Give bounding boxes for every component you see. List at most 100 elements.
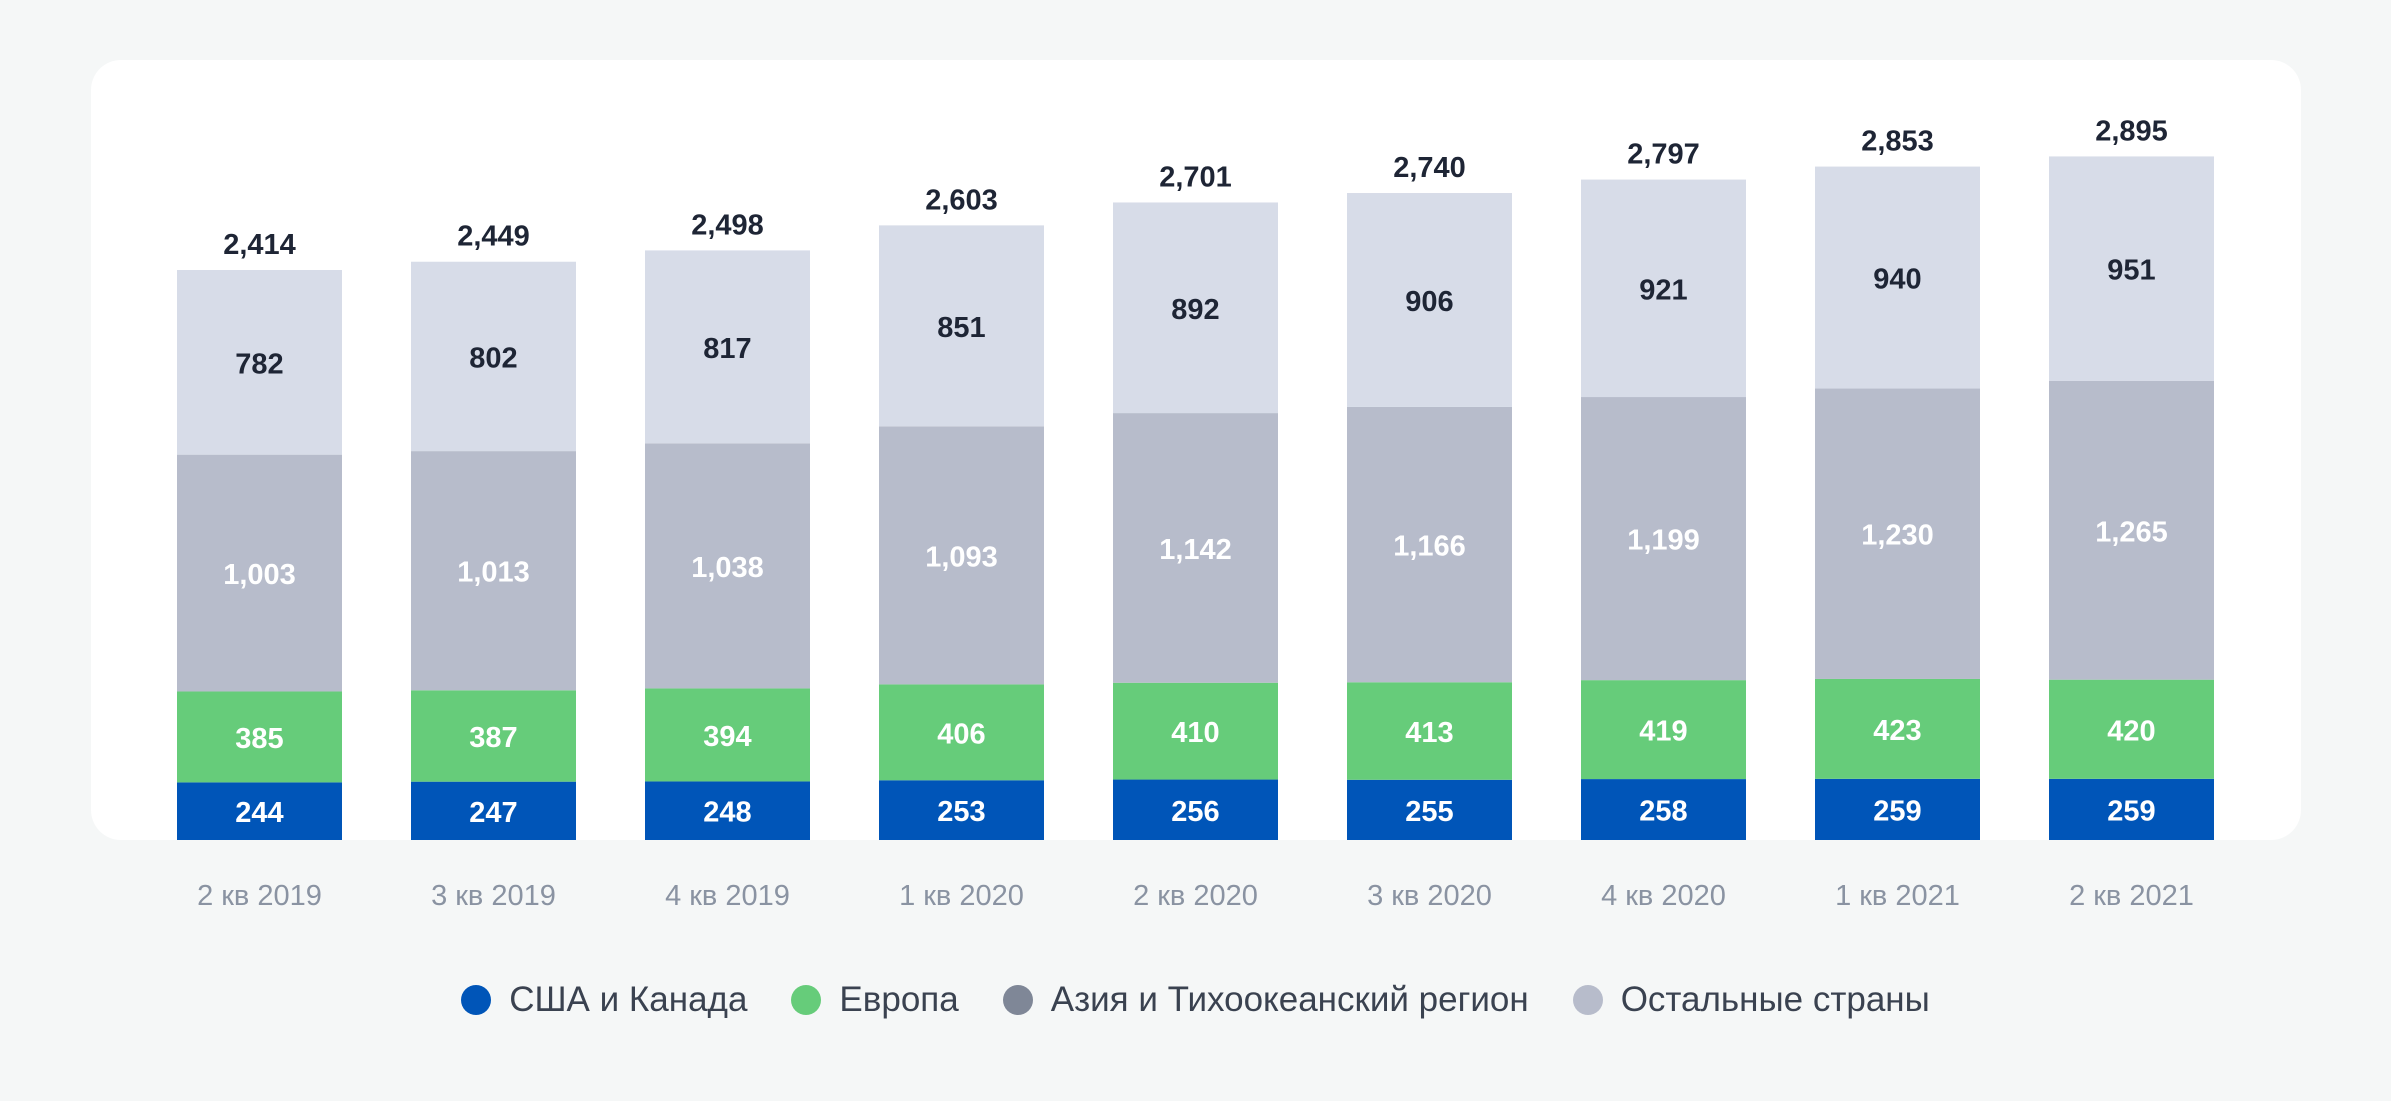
bar-value-label: 387 — [469, 722, 517, 754]
legend-swatch-asia-pacific — [1002, 985, 1033, 1015]
legend-item-europe: Европа — [791, 980, 959, 1020]
bar-value-label: 406 — [937, 718, 985, 750]
bar-value-label: 782 — [235, 348, 283, 380]
bar-segment — [411, 451, 576, 691]
x-tick-label: 4 кв 2020 — [1601, 880, 1726, 912]
bar-value-label: 385 — [235, 723, 283, 755]
bar-segment — [879, 780, 1044, 840]
bar-total-label: 2,449 — [457, 221, 530, 253]
bar-segment — [177, 782, 342, 840]
bar-segment — [879, 426, 1044, 685]
bar-value-label: 248 — [703, 797, 751, 829]
bar-segment — [1347, 682, 1512, 780]
legend-label-europe: Европа — [839, 980, 959, 1019]
legend-item-asia-pacific: Азия и Тихоокеанский регион — [1002, 980, 1529, 1020]
bar-segment — [2049, 778, 2214, 840]
bar-segment — [1347, 779, 1512, 840]
bar-segment — [411, 781, 576, 840]
x-tick-label: 3 кв 2020 — [1367, 880, 1492, 912]
bar-value-label: 951 — [2107, 255, 2155, 287]
bar-value-label: 1,142 — [1159, 534, 1232, 566]
bar-value-label: 921 — [1639, 274, 1687, 306]
bar-segment — [2049, 679, 2214, 779]
bar-value-label: 258 — [1639, 796, 1687, 828]
bar-segment — [1113, 413, 1278, 683]
bar-value-label: 851 — [937, 312, 985, 344]
bar-value-label: 1,093 — [925, 541, 998, 573]
bar-total-label: 2,603 — [925, 184, 998, 216]
bar-value-label: 1,013 — [457, 557, 530, 589]
x-tick-label: 3 кв 2019 — [431, 880, 556, 912]
bar-value-label: 413 — [1405, 717, 1453, 749]
bar-value-label: 1,166 — [1393, 531, 1466, 563]
x-tick-label: 2 кв 2021 — [2069, 880, 2194, 912]
bar-segment — [1113, 202, 1278, 414]
bar-segment — [1815, 778, 1980, 840]
bar-segment — [879, 684, 1044, 781]
bar-value-label: 259 — [2107, 795, 2155, 827]
bar-value-label: 940 — [1873, 264, 1921, 296]
x-tick-label: 1 кв 2021 — [1835, 880, 1960, 912]
legend-item-usa-canada: США и Канада — [461, 980, 747, 1020]
bar-value-label: 817 — [703, 333, 751, 365]
legend-label-other: Остальные страны — [1620, 980, 1930, 1019]
chart-legend: США и Канада Европа Азия и Тихоокеанский… — [0, 980, 2391, 1020]
bar-value-label: 1,038 — [691, 552, 764, 584]
bar-value-label: 394 — [703, 721, 751, 753]
bar-total-label: 2,701 — [1159, 161, 1232, 193]
bar-total-label: 2,853 — [1861, 126, 1934, 158]
bar-total-label: 2,797 — [1627, 139, 1700, 171]
bar-value-label: 1,199 — [1627, 525, 1700, 557]
bar-segment — [177, 270, 342, 455]
bar-segment — [1113, 779, 1278, 840]
bar-value-label: 420 — [2107, 715, 2155, 747]
bar-value-label: 410 — [1171, 717, 1219, 749]
bar-value-label: 253 — [937, 796, 985, 828]
x-tick-label: 1 кв 2020 — [899, 880, 1024, 912]
x-tick-label: 2 кв 2019 — [197, 880, 322, 912]
bar-total-label: 2,498 — [691, 209, 764, 241]
bar-segment — [1113, 682, 1278, 780]
x-tick-label: 4 кв 2019 — [665, 880, 790, 912]
bar-value-label: 423 — [1873, 715, 1921, 747]
bar-segment — [645, 443, 810, 689]
bar-segment — [2049, 380, 2214, 680]
bar-value-label: 247 — [469, 797, 517, 829]
bar-segment — [1581, 179, 1746, 398]
legend-swatch-europe — [791, 985, 822, 1015]
bar-segment — [1347, 406, 1512, 683]
bar-segment — [879, 225, 1044, 427]
bar-value-label: 1,265 — [2095, 516, 2168, 548]
x-tick-label: 2 кв 2020 — [1133, 880, 1258, 912]
legend-item-other: Остальные страны — [1572, 980, 1930, 1020]
bar-value-label: 419 — [1639, 716, 1687, 748]
bar-segment — [2049, 156, 2214, 381]
bar-segment — [1581, 680, 1746, 780]
bar-segment — [1815, 166, 1980, 389]
bar-segment — [1581, 397, 1746, 681]
bar-segment — [1815, 388, 1980, 679]
bar-segment — [1347, 193, 1512, 407]
bar-segment — [1815, 678, 1980, 779]
bar-value-label: 256 — [1171, 796, 1219, 828]
bar-value-label: 802 — [469, 342, 517, 374]
bar-total-label: 2,895 — [2095, 115, 2168, 147]
bar-value-label: 1,230 — [1861, 520, 1934, 552]
bar-segment — [177, 454, 342, 692]
bar-total-label: 2,414 — [223, 229, 296, 261]
bar-segment — [645, 688, 810, 782]
legend-label-usa-canada: США и Канада — [509, 980, 748, 1019]
bar-segment — [645, 781, 810, 840]
bar-segment — [411, 261, 576, 452]
bar-value-label: 259 — [1873, 795, 1921, 827]
bar-value-label: 906 — [1405, 286, 1453, 318]
bar-value-label: 1,003 — [223, 559, 296, 591]
bar-segment — [1581, 779, 1746, 840]
bar-value-label: 255 — [1405, 796, 1453, 828]
legend-label-asia-pacific: Азия и Тихоокеанский регион — [1050, 980, 1529, 1019]
bar-segment — [411, 690, 576, 782]
legend-swatch-usa-canada — [461, 985, 492, 1015]
bar-value-label: 244 — [235, 797, 283, 829]
legend-swatch-other — [1572, 985, 1603, 1015]
bar-segment — [177, 691, 342, 783]
